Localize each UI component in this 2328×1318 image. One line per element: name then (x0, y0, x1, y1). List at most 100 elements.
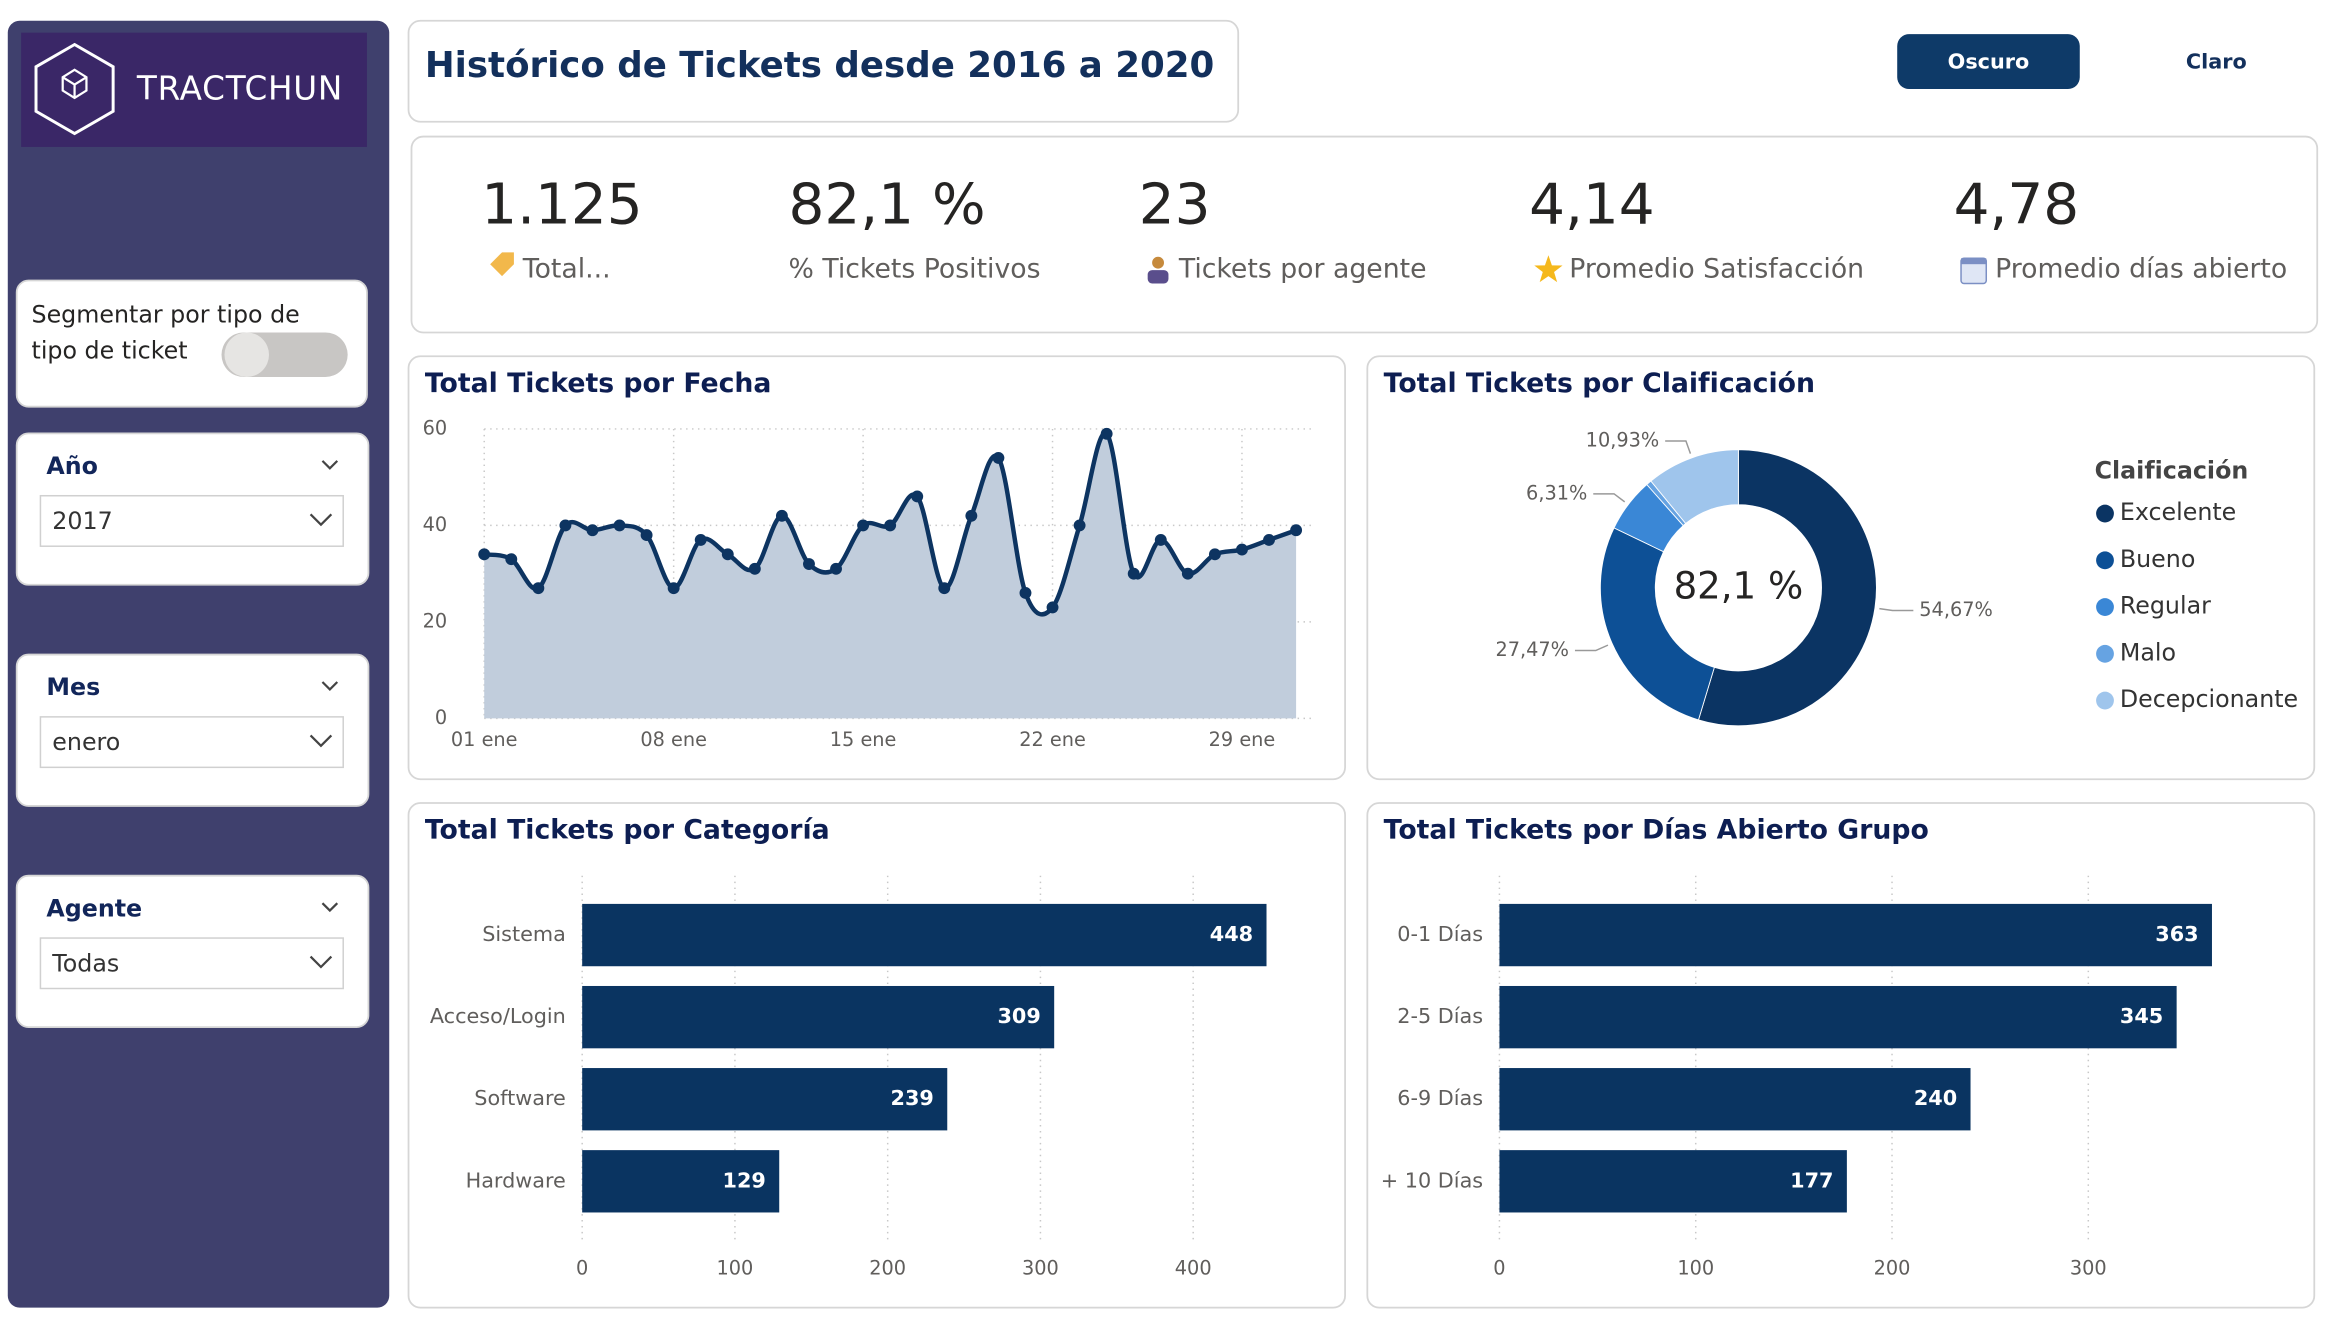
point (1019, 587, 1032, 599)
point (694, 533, 707, 546)
point (586, 524, 599, 537)
kpi-label: Promedio días abierto (1995, 254, 2287, 285)
bar (1499, 1150, 1847, 1213)
kpi-value: 23 (1139, 172, 1211, 237)
slice-label: 27,47% (1495, 638, 1569, 661)
dropdown[interactable] (39, 937, 344, 990)
point (532, 582, 545, 595)
point (1208, 548, 1221, 561)
point (911, 490, 924, 503)
point (775, 509, 788, 522)
x-tick-label: 29 ene (1209, 728, 1276, 751)
logo-box (21, 32, 367, 147)
x-tick-label: 100 (1677, 1257, 1714, 1280)
bar (582, 903, 1267, 967)
leader-line (1574, 644, 1609, 652)
bar-value-label: 309 (997, 1004, 1040, 1028)
leader-line (1665, 440, 1692, 454)
y-tick-label: 2-5 Días (1397, 1004, 1483, 1028)
y-tick-label: Hardware (466, 1168, 566, 1192)
area (484, 433, 1297, 719)
point (1263, 533, 1275, 546)
chart-card (407, 802, 1346, 1309)
point (613, 519, 626, 532)
dropdown-value: Todas (51, 949, 119, 977)
x-tick-label: 08 ene (640, 728, 707, 751)
point (938, 582, 951, 595)
slicer-label: Año (46, 452, 98, 480)
button-label: Claro (2186, 49, 2247, 73)
point (884, 519, 897, 532)
button-dark[interactable] (1897, 34, 2080, 90)
y-tick-label: 6-9 Días (1397, 1086, 1483, 1110)
chart-title: Total Tickets por Días Abierto Grupo (1384, 815, 1929, 846)
point (559, 519, 572, 532)
bar-value-label: 345 (2120, 1004, 2163, 1028)
button-light[interactable] (2125, 34, 2307, 90)
page-title: Histórico de Tickets desde 2016 a 2020 (425, 45, 1214, 86)
bar (1499, 985, 2177, 1049)
toggle-knob[interactable] (224, 332, 270, 377)
dropdown-value: 2017 (52, 507, 112, 535)
point (992, 451, 1005, 464)
slicer-collapse (321, 460, 339, 470)
chart-title: Total Tickets por Fecha (425, 368, 772, 399)
point (1290, 524, 1303, 537)
icon-person (1152, 256, 1164, 269)
bar (582, 1068, 948, 1131)
x-tick-label: 15 ene (830, 728, 897, 751)
y-tick-label: 60 (423, 416, 448, 439)
legend-swatch (2096, 691, 2114, 710)
kpi-value: 4,78 (1954, 172, 2080, 237)
kpi-value: 82,1 % (788, 172, 985, 237)
dropdown[interactable] (39, 716, 344, 769)
point (1127, 567, 1140, 580)
point (803, 558, 815, 570)
slicer-collapse (321, 902, 339, 913)
chart-card (1366, 802, 2316, 1309)
point (505, 553, 518, 566)
legend-label: Excelente (2120, 498, 2236, 526)
dropdown[interactable] (39, 494, 344, 547)
slicer-collapse (321, 681, 339, 692)
bar-value-label: 239 (891, 1086, 934, 1110)
logo-cubes (61, 68, 88, 100)
bar (1499, 1068, 1971, 1131)
legend-swatch (2096, 504, 2114, 523)
point (965, 509, 978, 522)
center-label: 82,1 % (1674, 564, 1804, 607)
toggle-label: Segmentar por tipo de (32, 301, 300, 329)
legend-swatch (2096, 551, 2114, 570)
x-tick-label: 400 (1175, 1257, 1212, 1280)
legend-swatch (2096, 598, 2114, 616)
slicer-label: Mes (46, 673, 100, 701)
chart-title: Total Tickets por Categoría (425, 815, 830, 846)
kpi-card (410, 135, 2319, 334)
y-tick-label: 0 (435, 706, 447, 729)
dropdown-arrow (309, 955, 333, 969)
bar (582, 985, 1055, 1049)
legend-title: Claificación (2095, 456, 2249, 484)
y-tick-label: 20 (423, 609, 448, 632)
chart-title: Total Tickets por Claificación (1384, 368, 1815, 399)
button-label: Oscuro (1948, 49, 2030, 73)
slice-label: 54,67% (1919, 598, 1993, 621)
icon-tag (490, 252, 514, 277)
point (721, 548, 734, 561)
legend-label: Bueno (2120, 545, 2196, 573)
toggle-label: tipo de ticket (32, 336, 188, 364)
legend-label: Malo (2120, 638, 2176, 666)
point (748, 562, 761, 575)
bar-value-label: 448 (1210, 922, 1253, 946)
x-tick-label: 22 ene (1019, 728, 1086, 751)
kpi-label: Total... (522, 254, 611, 285)
kpi-label: Tickets por agente (1178, 254, 1427, 285)
slice-label: 10,93% (1586, 429, 1660, 452)
slice (1650, 449, 1739, 525)
bar-value-label: 129 (723, 1168, 766, 1192)
point (478, 548, 491, 561)
x-tick-label: 01 ene (451, 728, 518, 751)
title-card (407, 19, 1240, 123)
